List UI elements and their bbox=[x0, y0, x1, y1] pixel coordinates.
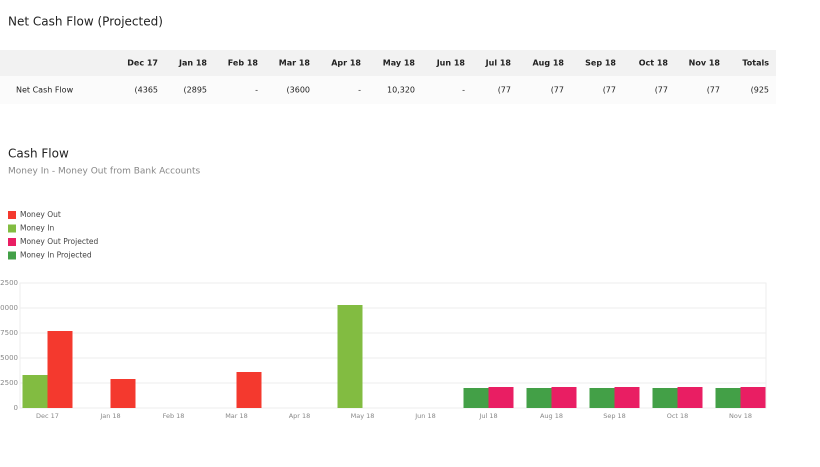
column-header: May 18 bbox=[383, 59, 416, 68]
table-row-bg bbox=[0, 76, 776, 104]
chart-title: Cash Flow bbox=[8, 147, 69, 161]
legend-swatch bbox=[8, 224, 16, 233]
y-tick-label: 5000 bbox=[0, 354, 18, 362]
legend-label: Money Out bbox=[20, 210, 61, 219]
x-tick-label: Nov 18 bbox=[729, 412, 752, 420]
legend-swatch bbox=[8, 251, 16, 260]
column-header: Jul 18 bbox=[485, 59, 512, 68]
bar bbox=[463, 388, 489, 408]
bar bbox=[526, 388, 552, 408]
column-header: Jan 18 bbox=[178, 59, 207, 68]
x-tick-label: Jul 18 bbox=[478, 412, 497, 420]
table-cell: (77 bbox=[655, 86, 668, 95]
table-cell: (77 bbox=[551, 86, 564, 95]
bar bbox=[337, 305, 363, 408]
bar bbox=[22, 375, 48, 408]
bar bbox=[236, 372, 262, 408]
y-tick-label: 10000 bbox=[0, 304, 18, 312]
column-header: Dec 17 bbox=[127, 59, 158, 68]
column-header: Mar 18 bbox=[279, 59, 311, 68]
x-tick-label: Apr 18 bbox=[289, 412, 311, 420]
legend-label: Money Out Projected bbox=[20, 237, 99, 246]
x-tick-label: Sep 18 bbox=[603, 412, 626, 420]
x-tick-label: Mar 18 bbox=[225, 412, 248, 420]
legend-swatch bbox=[8, 238, 16, 246]
column-header: Feb 18 bbox=[228, 59, 259, 68]
column-header: Oct 18 bbox=[639, 59, 669, 68]
column-header: Sep 18 bbox=[585, 59, 616, 68]
column-header: Totals bbox=[742, 59, 769, 68]
legend-swatch bbox=[8, 211, 16, 219]
table-cell: (2895 bbox=[184, 86, 207, 95]
x-tick-label: Aug 18 bbox=[540, 412, 563, 420]
x-tick-label: Jun 18 bbox=[414, 412, 436, 420]
column-header: Aug 18 bbox=[532, 59, 564, 68]
x-tick-label: Oct 18 bbox=[667, 412, 689, 420]
x-tick-label: May 18 bbox=[351, 412, 375, 420]
y-tick-label: 2500 bbox=[0, 379, 18, 387]
bar bbox=[614, 387, 640, 408]
bar bbox=[652, 388, 678, 408]
table-cell: (77 bbox=[498, 86, 511, 95]
bar bbox=[589, 388, 615, 408]
chart-subtitle: Money In - Money Out from Bank Accounts bbox=[8, 167, 201, 177]
legend-label: Money In bbox=[20, 224, 54, 233]
table-cell: (77 bbox=[707, 86, 720, 95]
bar bbox=[488, 387, 514, 408]
x-tick-label: Feb 18 bbox=[163, 412, 185, 420]
column-header: Nov 18 bbox=[689, 59, 721, 68]
row-label: Net Cash Flow bbox=[16, 86, 74, 95]
y-tick-label: 12500 bbox=[0, 279, 18, 287]
bar bbox=[715, 388, 741, 408]
table-cell: - bbox=[358, 86, 361, 95]
table-cell: 10,320 bbox=[387, 86, 415, 95]
bar bbox=[551, 387, 577, 408]
bar bbox=[110, 379, 136, 408]
table-cell: (4365 bbox=[135, 86, 158, 95]
x-tick-label: Jan 18 bbox=[99, 412, 120, 420]
table-title: Net Cash Flow (Projected) bbox=[8, 15, 163, 29]
y-tick-label: 7500 bbox=[0, 329, 18, 337]
table-cell: - bbox=[255, 86, 258, 95]
bar bbox=[47, 331, 73, 408]
table-cell: (3600 bbox=[287, 86, 310, 95]
column-header: Apr 18 bbox=[331, 59, 361, 68]
bar bbox=[677, 387, 703, 408]
table-cell: (77 bbox=[603, 86, 616, 95]
y-tick-label: 0 bbox=[14, 404, 18, 412]
x-tick-label: Dec 17 bbox=[36, 412, 59, 420]
bar bbox=[740, 387, 766, 408]
legend-label: Money In Projected bbox=[20, 251, 92, 260]
table-cell: - bbox=[462, 86, 465, 95]
column-header: Jun 18 bbox=[436, 59, 466, 68]
table-header-bg bbox=[0, 50, 776, 76]
table-cell: (925 bbox=[751, 86, 769, 95]
